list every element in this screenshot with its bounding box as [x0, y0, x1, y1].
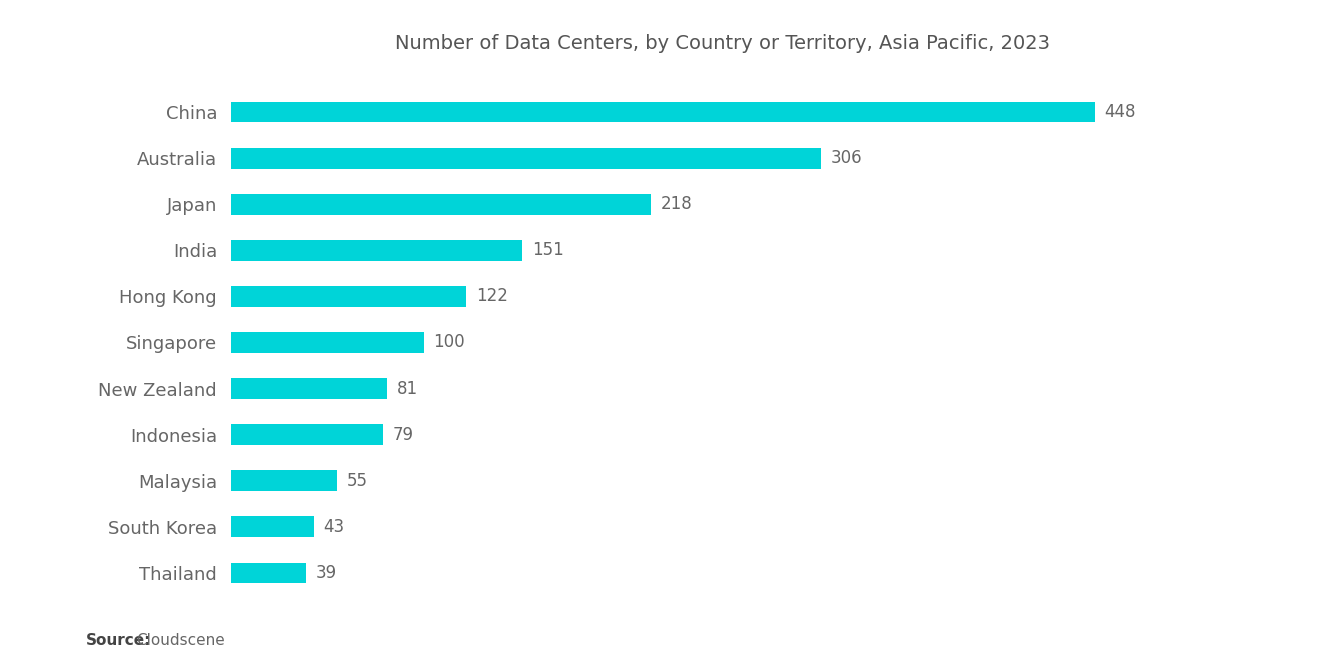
Text: 122: 122: [477, 287, 508, 305]
Text: 55: 55: [347, 471, 368, 489]
Text: 448: 448: [1105, 103, 1137, 121]
Text: 79: 79: [393, 426, 414, 444]
Text: 218: 218: [661, 196, 693, 213]
Text: 306: 306: [830, 149, 862, 167]
Bar: [231, 378, 387, 399]
Text: 100: 100: [433, 333, 465, 352]
Bar: [231, 148, 821, 168]
Text: 151: 151: [532, 241, 564, 259]
Bar: [231, 470, 337, 491]
Bar: [231, 517, 314, 537]
Bar: [231, 286, 466, 307]
Bar: [231, 240, 523, 261]
Bar: [231, 102, 1094, 122]
Text: 81: 81: [397, 380, 418, 398]
Bar: [231, 194, 651, 215]
Title: Number of Data Centers, by Country or Territory, Asia Pacific, 2023: Number of Data Centers, by Country or Te…: [395, 34, 1051, 53]
Text: Source:: Source:: [86, 633, 152, 648]
Bar: [231, 424, 383, 445]
Text: 39: 39: [315, 564, 337, 582]
Bar: [231, 563, 306, 583]
Text: 43: 43: [323, 518, 345, 536]
Bar: [231, 332, 424, 353]
Text: Cloudscene: Cloudscene: [136, 633, 224, 648]
